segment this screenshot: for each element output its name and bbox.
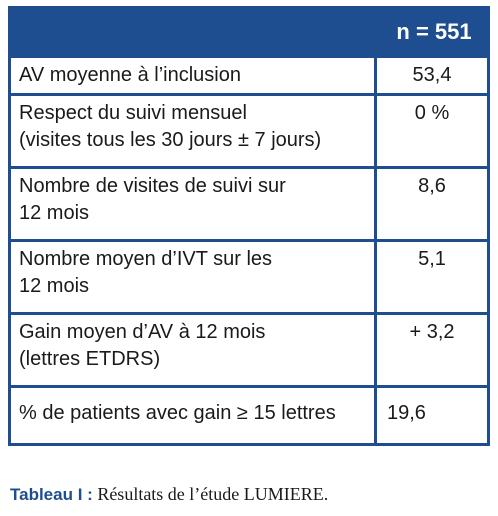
row-value: + 3,2 <box>377 315 487 385</box>
table-caption: Tableau I : Résultats de l’étude LUMIERE… <box>10 484 328 505</box>
table-row: Respect du suivi mensuel (visites tous l… <box>11 96 487 166</box>
table-row: % de patients avec gain ≥ 15 lettres 19,… <box>11 388 487 443</box>
row-value: 8,6 <box>377 169 487 239</box>
table-row: Nombre moyen d’IVT sur les 12 mois 5,1 <box>11 242 487 312</box>
table-row: Gain moyen d’AV à 12 mois (lettres ETDRS… <box>11 315 487 385</box>
row-value: 19,6 <box>377 388 487 443</box>
row-label: Gain moyen d’AV à 12 mois (lettres ETDRS… <box>11 315 374 385</box>
row-label: Nombre de visites de suivi sur 12 mois <box>11 169 374 239</box>
table-row: Nombre de visites de suivi sur 12 mois 8… <box>11 169 487 239</box>
results-table: n = 551 AV moyenne à l’inclusion 53,4 Re… <box>8 6 490 446</box>
caption-text: Résultats de l’étude LUMIERE. <box>92 484 329 504</box>
row-value: 5,1 <box>377 242 487 312</box>
row-label: Nombre moyen d’IVT sur les 12 mois <box>11 242 374 312</box>
row-label-line: Gain moyen d’AV à 12 mois <box>19 321 266 343</box>
row-label-line: (lettres ETDRS) <box>19 348 161 370</box>
row-label-line: 12 mois <box>19 202 90 224</box>
row-label-text: % de patients avec gain ≥ 15 lettres <box>19 402 336 424</box>
row-label: AV moyenne à l’inclusion <box>11 58 374 93</box>
row-label-text: AV moyenne à l’inclusion <box>19 64 241 86</box>
row-label-line: Respect du suivi mensuel <box>19 102 247 124</box>
caption-tag: Tableau I : <box>10 485 93 504</box>
table-row: AV moyenne à l’inclusion 53,4 <box>11 58 487 93</box>
table-header-row: n = 551 <box>8 6 490 58</box>
row-label-line: Nombre de visites de suivi sur <box>19 175 286 197</box>
header-sample-size: n = 551 <box>396 19 472 44</box>
row-label-line: 12 mois <box>19 275 90 297</box>
row-value: 0 % <box>377 96 487 166</box>
row-label-line: (visites tous les 30 jours ± 7 jours) <box>19 129 322 151</box>
row-label-line: Nombre moyen d’IVT sur les <box>19 248 273 270</box>
row-value: 53,4 <box>377 58 487 93</box>
row-label: % de patients avec gain ≥ 15 lettres <box>11 388 374 443</box>
row-label: Respect du suivi mensuel (visites tous l… <box>11 96 374 166</box>
